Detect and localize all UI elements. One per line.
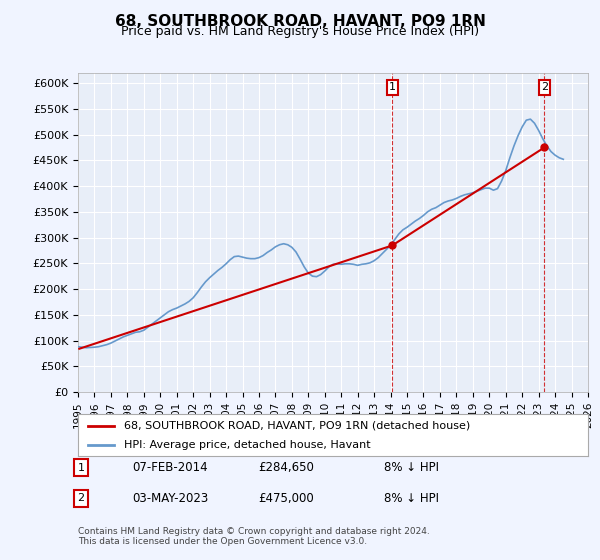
Text: 68, SOUTHBROOK ROAD, HAVANT, PO9 1RN: 68, SOUTHBROOK ROAD, HAVANT, PO9 1RN xyxy=(115,14,485,29)
Text: 1: 1 xyxy=(389,82,396,92)
Text: £284,650: £284,650 xyxy=(258,461,314,474)
Text: 2: 2 xyxy=(77,493,85,503)
Text: HPI: Average price, detached house, Havant: HPI: Average price, detached house, Hava… xyxy=(124,440,371,450)
Text: 07-FEB-2014: 07-FEB-2014 xyxy=(132,461,208,474)
Text: Contains HM Land Registry data © Crown copyright and database right 2024.
This d: Contains HM Land Registry data © Crown c… xyxy=(78,526,430,546)
Text: 03-MAY-2023: 03-MAY-2023 xyxy=(132,492,208,505)
Text: 2: 2 xyxy=(541,82,548,92)
Text: 68, SOUTHBROOK ROAD, HAVANT, PO9 1RN (detached house): 68, SOUTHBROOK ROAD, HAVANT, PO9 1RN (de… xyxy=(124,421,470,431)
Text: £475,000: £475,000 xyxy=(258,492,314,505)
Text: 8% ↓ HPI: 8% ↓ HPI xyxy=(384,461,439,474)
Text: 1: 1 xyxy=(77,463,85,473)
Text: Price paid vs. HM Land Registry's House Price Index (HPI): Price paid vs. HM Land Registry's House … xyxy=(121,25,479,38)
Text: 8% ↓ HPI: 8% ↓ HPI xyxy=(384,492,439,505)
